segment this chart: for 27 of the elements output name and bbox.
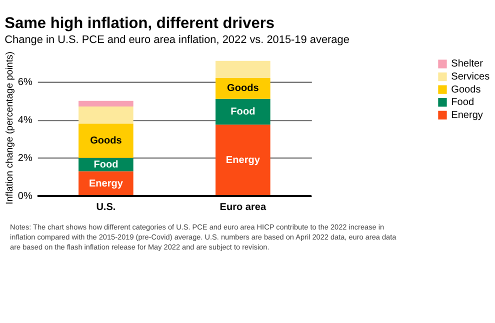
data-label: Energy xyxy=(226,155,260,166)
chart-title: Same high inflation, different drivers xyxy=(4,15,275,32)
legend-label: Services xyxy=(451,72,490,83)
legend-label: Energy xyxy=(451,110,483,121)
chart-subtitle: Change in U.S. PCE and euro area inflation, 2022 vs. 2015-19 average xyxy=(4,34,350,46)
legend-label: Goods xyxy=(451,84,481,96)
y-tick-label: 2% xyxy=(18,153,32,164)
legend-label: Food xyxy=(451,97,474,108)
bar xyxy=(216,124,270,196)
data-label: Food xyxy=(94,159,118,170)
y-tick-label: 0% xyxy=(18,191,32,202)
x-tick-label: U.S. xyxy=(96,202,116,214)
y-tick-label: 4% xyxy=(18,115,32,126)
bar xyxy=(216,98,270,125)
text: Notes: The chart shows how different categories of U.S. PCE and euro area HICP contribute to the 2022 increase in inflation compared with the 2015-2019 (pre-Covid) average. U.S. numbers are based on April 2022 data, euro area data are based on the flash inflation release for May 2022 and are subject to revision. xyxy=(10,222,398,252)
data-label: Goods xyxy=(227,83,260,94)
bar xyxy=(78,100,134,107)
data-label: Energy xyxy=(88,178,124,190)
data-label: Food xyxy=(230,106,256,118)
bar xyxy=(78,106,134,124)
y-axis-title: Inflation change (percentage points) xyxy=(4,52,16,204)
bar xyxy=(216,60,270,78)
x-tick-label: Euro area xyxy=(220,202,266,214)
legend-label: Shelter xyxy=(451,58,484,70)
bar xyxy=(78,124,134,158)
data-label: Goods xyxy=(90,136,122,147)
y-tick-label: 6% xyxy=(18,77,32,88)
